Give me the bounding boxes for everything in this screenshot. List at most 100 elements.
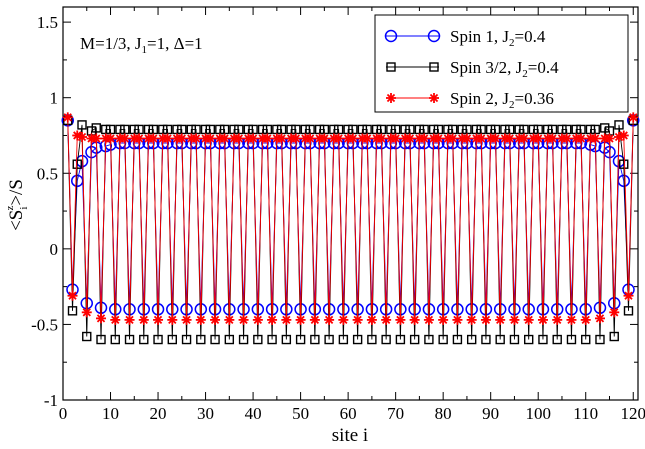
series-spin-3-2-point [177, 124, 187, 135]
series-spin-2-point [504, 133, 515, 144]
series-spin-3-2-point [219, 124, 230, 135]
series-spin-3-2-point [452, 334, 463, 345]
series-spin-3-2-point [623, 306, 634, 316]
series-spin-2-point [628, 112, 639, 123]
series-spin-2-point [362, 133, 373, 144]
series-spin-2-point [480, 314, 491, 325]
series-spin-3-2-point [234, 124, 244, 135]
series-spin-2-point [518, 133, 529, 144]
series-spin-3-2-point [215, 124, 225, 135]
x-axis-label: site i [332, 425, 368, 446]
series-spin-3-2-point [566, 334, 577, 345]
series-spin-3-2-point [528, 124, 539, 135]
x-tick-label: 80 [435, 404, 452, 423]
series-spin-3-2-point [143, 124, 154, 135]
series-spin-3-2-point [162, 124, 173, 135]
series-spin-2-point [224, 314, 235, 325]
series-spin-2-point [191, 133, 202, 144]
series-spin-3-2-point [390, 124, 401, 135]
series-spin-3-2-point [481, 334, 491, 345]
legend-series-spin-2-point [429, 93, 439, 103]
series-spin-2-point [81, 307, 92, 318]
series-spin-2-point [490, 133, 501, 144]
series-spin-3-2-point [424, 334, 434, 345]
series-spin-3-2-point [409, 334, 420, 345]
series-spin-2-point [580, 314, 591, 325]
series-spin-2-point [195, 314, 206, 325]
series-spin-3-2-point [253, 334, 263, 345]
series-spin-2-point [205, 133, 216, 144]
x-tick-label: 110 [573, 404, 598, 423]
series-spin-2-point [390, 133, 401, 144]
series-spin-3-2-point [471, 124, 482, 135]
x-tick-label: 10 [102, 404, 119, 423]
series-spin-2-point [495, 314, 506, 325]
series-spin-3-2-point [457, 124, 467, 135]
series-spin-2-point [404, 133, 415, 144]
series-spin-2-point [381, 314, 392, 325]
series-spin-2-point [148, 133, 159, 144]
series-spin-3-2-point [438, 334, 448, 345]
series-spin-2-point [105, 133, 116, 144]
series-spin-3-2-point [352, 334, 363, 345]
series-spin-3-2-point [324, 334, 334, 345]
series-spin-3-2-point [305, 124, 315, 135]
series-spin-3-2-point [500, 124, 510, 135]
series-spin-3-2-point [581, 334, 591, 345]
series-spin-3-2-point [514, 124, 524, 135]
series-spin-3-2-point [105, 124, 116, 135]
x-tick-label: 30 [197, 404, 214, 423]
series-spin-3-2-point [462, 124, 472, 135]
legend-label: Spin 1, J2=0.4 [450, 27, 546, 49]
series-spin-2-point [523, 314, 534, 325]
series-spin-3-2-point [543, 124, 553, 135]
series-spin-3-2-point [148, 124, 158, 135]
series-spin-3-2-point [433, 124, 444, 135]
series-spin-2-point [96, 313, 107, 324]
series-spin-2-point [552, 314, 563, 325]
x-tick-label: 70 [387, 404, 404, 423]
legend-box [374, 14, 629, 113]
series-spin-3-2-point [395, 334, 406, 345]
series-spin-3-2-point [281, 334, 292, 345]
series-spin-2 [62, 112, 639, 325]
series-spin-2-point [281, 314, 292, 325]
series-spin-2-point [219, 133, 230, 144]
series-spin-3-2-point [158, 124, 168, 135]
y-tick-label: -1 [44, 391, 58, 410]
legend-series-spin-3-2-point [429, 62, 439, 72]
x-tick-label: 40 [245, 404, 262, 423]
series-spin-3-2-point [547, 124, 558, 135]
series-spin-3-2-point [400, 124, 410, 135]
series-spin-3-2-point [191, 124, 201, 135]
y-tick-label: -0.5 [31, 315, 58, 334]
series-spin-3-2-point [200, 124, 211, 135]
series-spin-3-2-point [276, 124, 287, 135]
series-spin-2-point [181, 314, 192, 325]
series-spin-3-2-point [371, 124, 382, 135]
x-tick-label: 100 [525, 404, 551, 423]
legend-series-spin-2-point [386, 93, 396, 103]
series-spin-3-2-point [590, 124, 600, 135]
series-spin-3-2-point [129, 124, 139, 135]
series-spin-3-2-point [338, 334, 349, 345]
series-spin-2-point [305, 133, 316, 144]
series-spin-3-2-point [286, 124, 296, 135]
series-spin-2-point [461, 133, 472, 144]
series-spin-2-point [267, 314, 278, 325]
series-spin-2-point [252, 314, 263, 325]
series-spin-2-point [476, 133, 487, 144]
series-spin-3-2-point [519, 124, 529, 135]
legend-label: Spin 2, J2=0.36 [450, 89, 554, 111]
series-spin-2-point [233, 133, 244, 144]
series-spin-2-point [338, 314, 349, 325]
series-spin-3-2-point [229, 124, 239, 135]
series-spin-3-2-point [310, 334, 320, 345]
series-spin-3-2-point [386, 124, 396, 135]
series-spin-3-2-point [120, 124, 130, 135]
legend: Spin 1, J2=0.4 Spin 3/2, J2=0.4 Spin 2, J2… [374, 14, 629, 113]
series-spin-2-point [153, 314, 164, 325]
series-spin-2-point [423, 314, 434, 325]
legend-series-spin-1-point [427, 29, 441, 43]
